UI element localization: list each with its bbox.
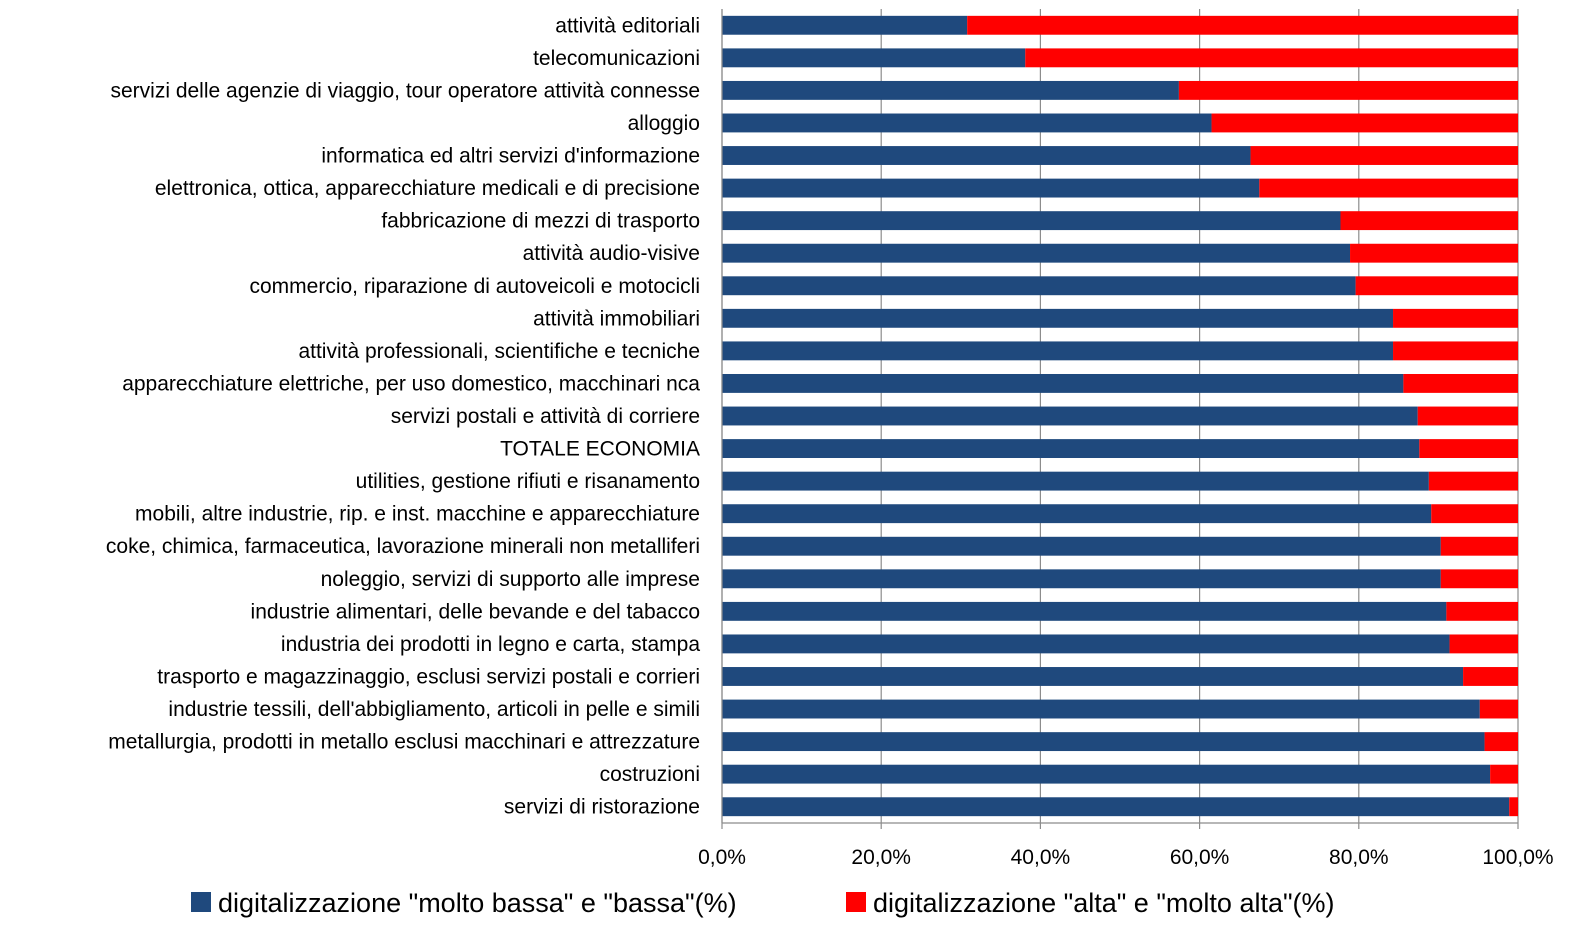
category-label: servizi postali e attività di corriere (391, 405, 700, 428)
category-label: metallurgia, prodotti in metallo esclusi… (108, 731, 700, 754)
category-label: informatica ed altri servizi d'informazi… (321, 145, 700, 168)
bar-segment-high (1440, 569, 1518, 589)
bar-segment-low (722, 601, 1447, 621)
x-tick-label: 60,0% (1170, 846, 1230, 869)
bar-segment-low (722, 797, 1510, 817)
bar-segment-low (722, 732, 1485, 752)
bar-segment-low (722, 113, 1212, 133)
category-label: attività audio-visive (523, 242, 700, 265)
category-labels: attività editoriali telecomunicazioni serv… (106, 14, 700, 818)
bar-segment-high (1403, 373, 1518, 393)
bar-segment-high (1393, 341, 1518, 361)
x-tick-label: 100,0% (1482, 846, 1553, 869)
bar-segment-low (722, 504, 1432, 524)
x-tick-label: 20,0% (851, 846, 911, 869)
legend-swatch-high (846, 892, 866, 912)
legend: digitalizzazione "molto bassa" e "bassa"… (191, 888, 1335, 918)
category-label: telecomunicazioni (533, 47, 700, 70)
bar-segment-high (1449, 634, 1518, 654)
category-label: elettronica, ottica, apparecchiature med… (155, 177, 700, 200)
bar-segment-low (722, 373, 1404, 393)
category-label: noleggio, servizi di supporto alle impre… (321, 568, 700, 591)
axes (721, 9, 1518, 824)
category-label: mobili, altre industrie, rip. e inst. ma… (135, 503, 700, 526)
x-tick-labels: 0,0% 20,0% 40,0% 60,0% 80,0% 100,0% (698, 846, 1554, 869)
category-label: industrie alimentari, delle bevande e de… (251, 600, 700, 623)
bar-segment-low (722, 211, 1341, 231)
bar-segment-high (1446, 601, 1518, 621)
bar-segment-low (722, 178, 1260, 198)
bar-segment-low (722, 634, 1450, 654)
bar-segment-low (722, 276, 1356, 296)
category-label: attività immobiliari (533, 307, 700, 330)
category-label: alloggio (628, 112, 700, 135)
bar-segment-low (722, 48, 1026, 68)
bar-segment-high (967, 15, 1518, 35)
category-label: industria dei prodotti in legno e carta,… (281, 633, 700, 656)
bar-segment-low (722, 80, 1179, 100)
category-label: trasporto e magazzinaggio, esclusi servi… (157, 665, 700, 688)
bar-segment-low (722, 667, 1464, 686)
category-label: servizi di ristorazione (504, 796, 700, 819)
bar-segment-high (1463, 667, 1518, 686)
x-tick-label: 80,0% (1329, 846, 1389, 869)
bar-segment-high (1479, 699, 1518, 719)
legend-swatch-low (191, 892, 211, 912)
bar-segment-high (1393, 308, 1518, 328)
category-label: servizi delle agenzie di viaggio, tour o… (110, 79, 700, 102)
bar-segment-high (1259, 178, 1518, 198)
bar-segment-high (1340, 211, 1518, 231)
category-label: industrie tessili, dell'abbigliamento, a… (168, 698, 700, 721)
legend-label-low: digitalizzazione "molto bassa" e "bassa"… (218, 888, 737, 918)
category-label: apparecchiature elettriche, per uso dome… (122, 372, 700, 395)
bar-segment-high (1440, 536, 1518, 556)
bar-segment-high (1355, 276, 1518, 296)
bar-segment-low (722, 699, 1480, 719)
bar-segment-low (722, 471, 1429, 491)
category-label: attività professionali, scientifiche e t… (298, 340, 700, 363)
bar-segment-low (722, 146, 1251, 165)
bar-segment-high (1490, 764, 1518, 784)
bar-segment-high (1431, 504, 1518, 524)
bar-segment-high (1025, 48, 1518, 68)
category-label: attività editoriali (555, 14, 700, 37)
bar-segment-low (722, 569, 1441, 589)
bars (722, 15, 1518, 817)
bar-segment-high (1350, 243, 1518, 263)
bar-segment-high (1211, 113, 1518, 133)
bar-segment-low (722, 536, 1441, 556)
bar-segment-low (722, 439, 1420, 459)
category-label: utilities, gestione rifiuti e risanament… (356, 470, 700, 493)
bar-segment-low (722, 406, 1418, 426)
category-label: coke, chimica, farmaceutica, lavorazione… (106, 535, 700, 558)
bar-segment-low (722, 15, 968, 35)
bar-segment-low (722, 341, 1394, 361)
category-label: TOTALE ECONOMIA (500, 438, 700, 461)
bar-segment-low (722, 308, 1394, 328)
bar-segment-high (1419, 439, 1518, 459)
bar-segment-high (1509, 797, 1518, 817)
category-label: fabbricazione di mezzi di trasporto (381, 210, 700, 233)
bar-segment-high (1178, 80, 1518, 100)
x-tick-label: 0,0% (698, 846, 746, 869)
bar-segment-high (1417, 406, 1518, 426)
category-label: commercio, riparazione di autoveicoli e … (249, 275, 700, 298)
category-label: costruzioni (600, 763, 700, 786)
legend-label-high: digitalizzazione "alta" e "molto alta"(%… (873, 888, 1335, 918)
x-tick-label: 40,0% (1011, 846, 1071, 869)
bar-segment-high (1250, 146, 1518, 165)
bar-segment-low (722, 764, 1491, 784)
bar-segment-low (722, 243, 1351, 263)
bar-segment-high (1428, 471, 1518, 491)
bar-segment-high (1484, 732, 1518, 752)
